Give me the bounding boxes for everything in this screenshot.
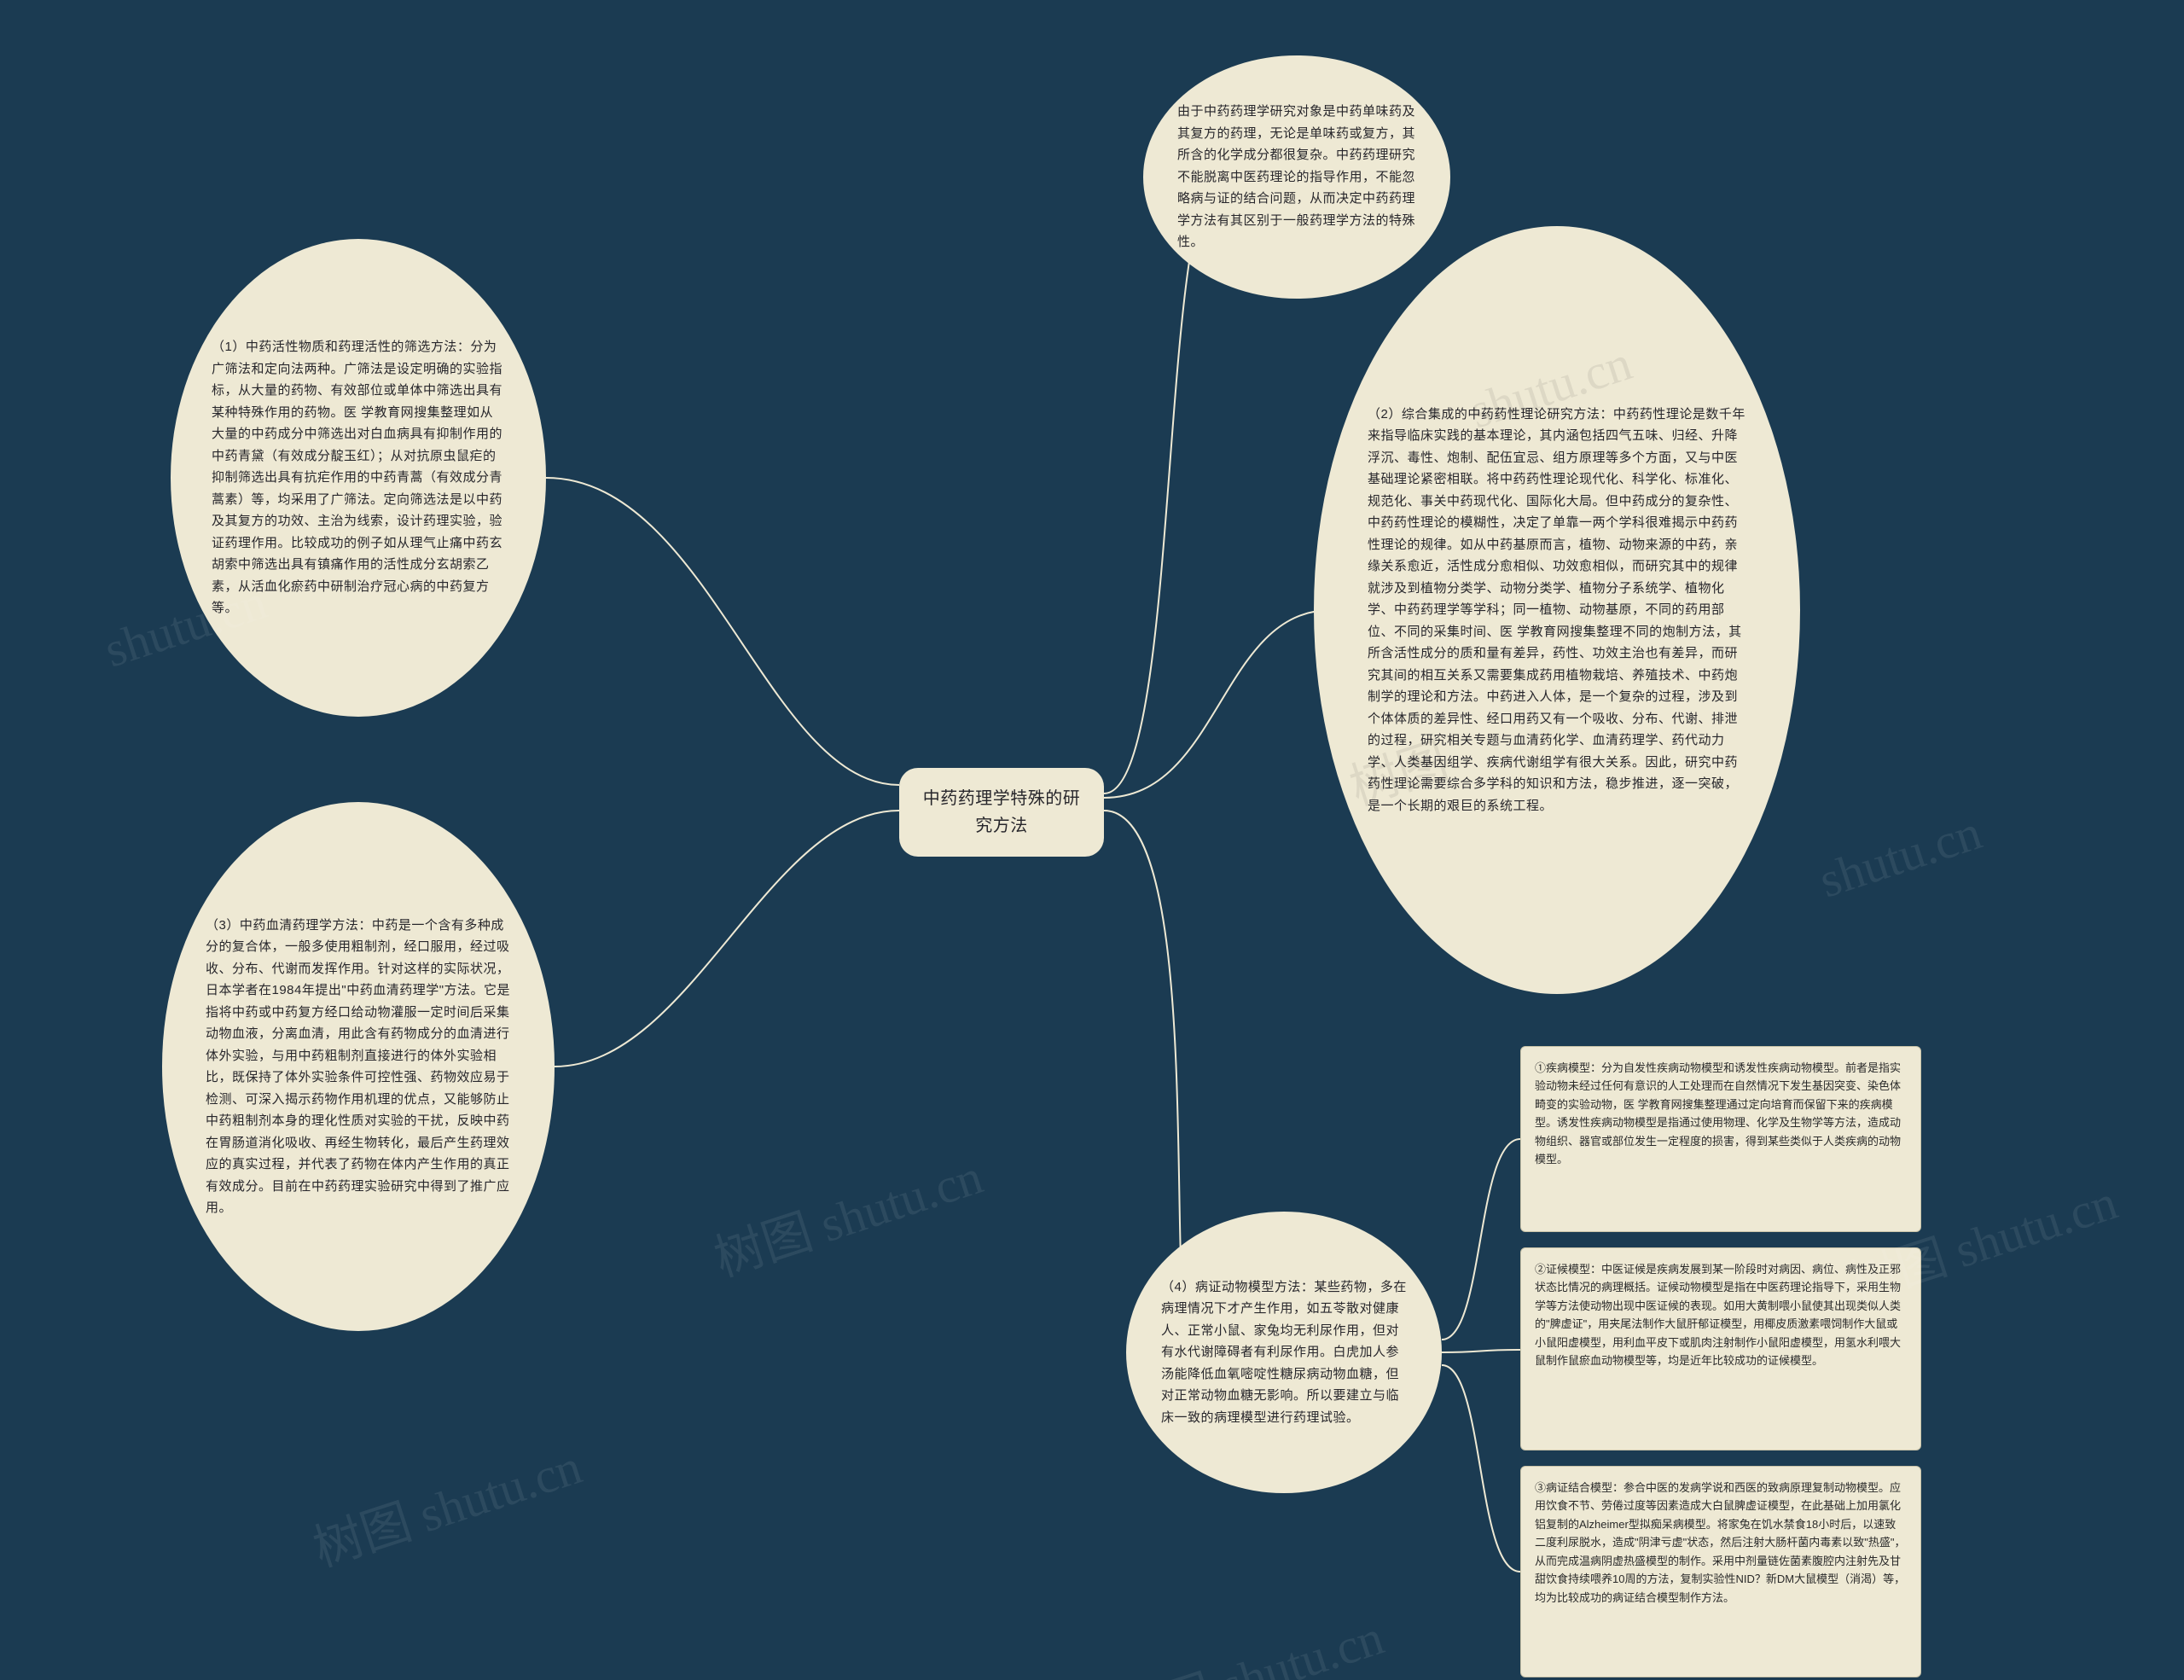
node-method-4-text: （4）病证动物模型方法：某些药物，多在病理情况下才产生作用，如五苓散对健康人、正…: [1161, 1276, 1407, 1429]
subnode-disease-model-text: ①疾病模型：分为自发性疾病动物模型和诱发性疾病动物模型。前者是指实验动物未经过任…: [1535, 1061, 1901, 1166]
watermark: 树图 shutu.cn: [704, 1136, 990, 1290]
center-topic[interactable]: 中药药理学特殊的研究方法: [899, 768, 1104, 857]
watermark: 树图 shutu.cn: [303, 1427, 589, 1580]
node-method-1[interactable]: （1）中药活性物质和药理活性的筛选方法：分为广筛法和定向法两种。广筛法是设定明确…: [171, 239, 546, 717]
watermark: shutu.cn: [1812, 804, 1988, 910]
node-method-3-text: （3）中药血清药理学方法：中药是一个含有多种成分的复合体，一般多使用粗制剂，经口…: [206, 915, 511, 1219]
node-method-4[interactable]: （4）病证动物模型方法：某些药物，多在病理情况下才产生作用，如五苓散对健康人、正…: [1126, 1212, 1442, 1493]
node-method-1-text: （1）中药活性物质和药理活性的筛选方法：分为广筛法和定向法两种。广筛法是设定明确…: [212, 336, 505, 619]
node-intro-text: 由于中药药理学研究对象是中药单味药及其复方的药理，无论是单味药或复方，其所含的化…: [1177, 101, 1416, 253]
connector: [1104, 179, 1211, 793]
subnode-combined-model-text: ③病证结合模型：参合中医的发病学说和西医的致病原理复制动物模型。应用饮食不节、劳…: [1535, 1481, 1905, 1604]
connector: [1442, 1365, 1520, 1572]
center-label: 中药药理学特殊的研究方法: [923, 789, 1081, 835]
subnode-disease-model[interactable]: ①疾病模型：分为自发性疾病动物模型和诱发性疾病动物模型。前者是指实验动物未经过任…: [1520, 1046, 1921, 1232]
connector: [546, 478, 899, 785]
connector: [1442, 1350, 1520, 1352]
subnode-syndrome-model-text: ②证候模型：中医证候是疾病发展到某一阶段时对病因、病位、病性及正邪状态比情况的病…: [1535, 1263, 1901, 1367]
subnode-syndrome-model[interactable]: ②证候模型：中医证候是疾病发展到某一阶段时对病因、病位、病性及正邪状态比情况的病…: [1520, 1247, 1921, 1450]
subnode-combined-model[interactable]: ③病证结合模型：参合中医的发病学说和西医的致病原理复制动物模型。应用饮食不节、劳…: [1520, 1466, 1921, 1677]
connector: [555, 811, 899, 1067]
connector: [1104, 610, 1331, 798]
node-method-2[interactable]: （2）综合集成的中药药性理论研究方法：中药药性理论是数千年来指导临床实践的基本理…: [1314, 226, 1800, 994]
node-intro[interactable]: 由于中药药理学研究对象是中药单味药及其复方的药理，无论是单味药或复方，其所含的化…: [1143, 55, 1450, 299]
connector: [1442, 1139, 1520, 1340]
watermark: 树图 shutu.cn: [1105, 1597, 1391, 1680]
node-method-2-text: （2）综合集成的中药药性理论研究方法：中药药性理论是数千年来指导临床实践的基本理…: [1368, 404, 1746, 817]
node-method-3[interactable]: （3）中药血清药理学方法：中药是一个含有多种成分的复合体，一般多使用粗制剂，经口…: [162, 802, 555, 1331]
